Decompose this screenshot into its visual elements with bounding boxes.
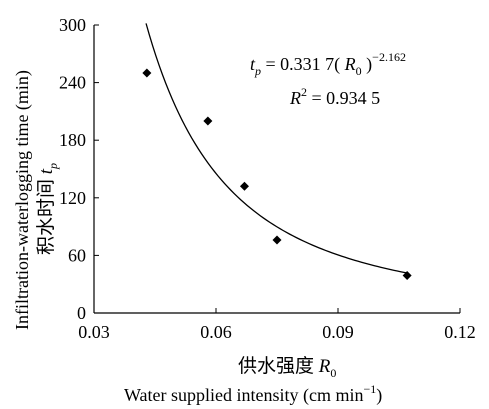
x-title-en-close: ) [376, 385, 382, 406]
y-tick-label: 240 [59, 73, 86, 93]
y-tick-label: 180 [59, 130, 86, 150]
equation-label: tp = 0.331 7( R0 )−2.162 [250, 50, 406, 78]
x-axis-title-en: Water supplied intensity (cm min−1) [124, 382, 382, 406]
r2-value: = 0.934 5 [307, 88, 380, 108]
data-point-marker [142, 68, 152, 78]
equation-var-sub: 0 [356, 64, 362, 78]
x-tick-label: 0.09 [322, 322, 354, 342]
r2-symbol: R [289, 88, 301, 108]
equation-close: ) [362, 54, 373, 75]
y-title-cn-text: 积水时间 [35, 174, 57, 255]
r-squared-label: R2 = 0.934 5 [289, 85, 380, 108]
data-point-marker [272, 235, 282, 245]
x-ticks: 0.03 0.06 0.09 0.12 [78, 308, 476, 342]
y-title-symbol: t [36, 168, 57, 174]
x-title-en-sup: −1 [364, 382, 377, 396]
x-title-cn-sub: 0 [330, 366, 336, 380]
x-tick-label: 0.03 [78, 322, 110, 342]
y-axis-title-cn: 积水时间 tp [35, 163, 60, 255]
y-title-sub: p [46, 163, 60, 170]
y-axis-title-en: Infiltration-waterlogging time (min) [12, 70, 33, 330]
x-title-cn-text: 供水强度 [238, 355, 319, 377]
equation-exponent: −2.162 [372, 50, 406, 64]
data-point-marker [239, 181, 249, 191]
data-point-marker [203, 116, 213, 126]
x-title-en-text: Water supplied intensity (cm min [124, 385, 364, 406]
x-axis-title-cn: 供水强度 R0 [238, 355, 336, 380]
x-tick-label: 0.06 [200, 322, 232, 342]
x-tick-label: 0.12 [444, 322, 476, 342]
axes [93, 25, 460, 314]
equation-lhs: t [250, 54, 256, 74]
equation-var: R [344, 54, 356, 74]
y-tick-label: 300 [59, 15, 86, 35]
data-point-marker [402, 271, 412, 281]
x-title-cn-symbol: R [318, 356, 331, 377]
y-tick-label: 0 [77, 303, 86, 323]
data-points [142, 68, 412, 281]
fit-curve [145, 23, 408, 274]
r2-sup: 2 [301, 85, 307, 99]
equation-rhs-a: = 0.331 7( [261, 54, 345, 75]
equation-lhs-sub: p [254, 64, 261, 78]
y-tick-label: 120 [59, 188, 86, 208]
y-ticks: 0 60 120 180 240 300 [59, 15, 99, 323]
y-tick-label: 60 [68, 245, 86, 265]
